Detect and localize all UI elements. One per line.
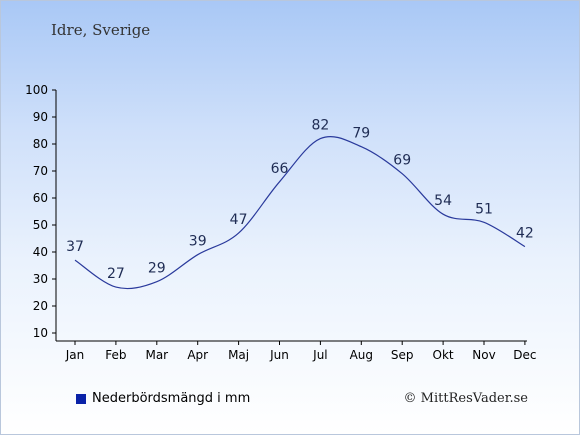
data-label-nov: 51 <box>475 201 493 217</box>
data-label-apr: 39 <box>189 234 207 250</box>
chart-title: Idre, Sverige <box>51 21 151 39</box>
x-tick-label: Nov <box>472 348 495 362</box>
y-tick-label: 20 <box>33 299 48 313</box>
y-tick-label: 30 <box>33 272 48 286</box>
y-tick-label: 70 <box>33 164 48 178</box>
data-label-dec: 42 <box>516 226 534 242</box>
legend: Nederbördsmängd i mm <box>76 391 250 406</box>
y-tick-label: 80 <box>33 137 48 151</box>
data-label-okt: 54 <box>434 193 452 209</box>
y-tick-label: 90 <box>33 110 48 124</box>
x-tick-label: Sep <box>391 348 414 362</box>
y-tick-label: 40 <box>33 245 48 259</box>
data-label-jun: 66 <box>271 161 289 177</box>
legend-swatch <box>76 393 86 404</box>
x-tick-label: Okt <box>433 348 454 362</box>
series-line-precipitation <box>74 135 526 290</box>
y-tick-label: 60 <box>33 191 48 205</box>
credit-text: © MittResVader.se <box>403 391 528 406</box>
legend-label: Nederbördsmängd i mm <box>92 391 251 406</box>
data-label-sep: 69 <box>393 153 411 169</box>
data-label-aug: 79 <box>352 126 370 142</box>
x-tick-label: Dec <box>513 348 536 362</box>
x-tick-label: Jun <box>269 348 289 362</box>
x-tick-label: Maj <box>228 348 249 362</box>
x-tick-label: Feb <box>105 348 126 362</box>
x-tick-label: Jul <box>312 348 327 362</box>
data-label-maj: 47 <box>230 212 248 228</box>
data-label-feb: 27 <box>107 266 125 282</box>
data-label-mar: 29 <box>148 261 166 277</box>
y-tick-label: 100 <box>25 83 48 97</box>
x-tick-label: Aug <box>350 348 373 362</box>
x-tick-label: Mar <box>145 348 168 362</box>
data-label-jan: 37 <box>66 239 84 255</box>
data-label-jul: 82 <box>311 118 329 134</box>
y-tick-label: 10 <box>33 326 48 340</box>
x-tick-label: Jan <box>65 348 85 362</box>
x-tick-label: Apr <box>187 348 208 362</box>
y-tick-label: 50 <box>33 218 48 232</box>
